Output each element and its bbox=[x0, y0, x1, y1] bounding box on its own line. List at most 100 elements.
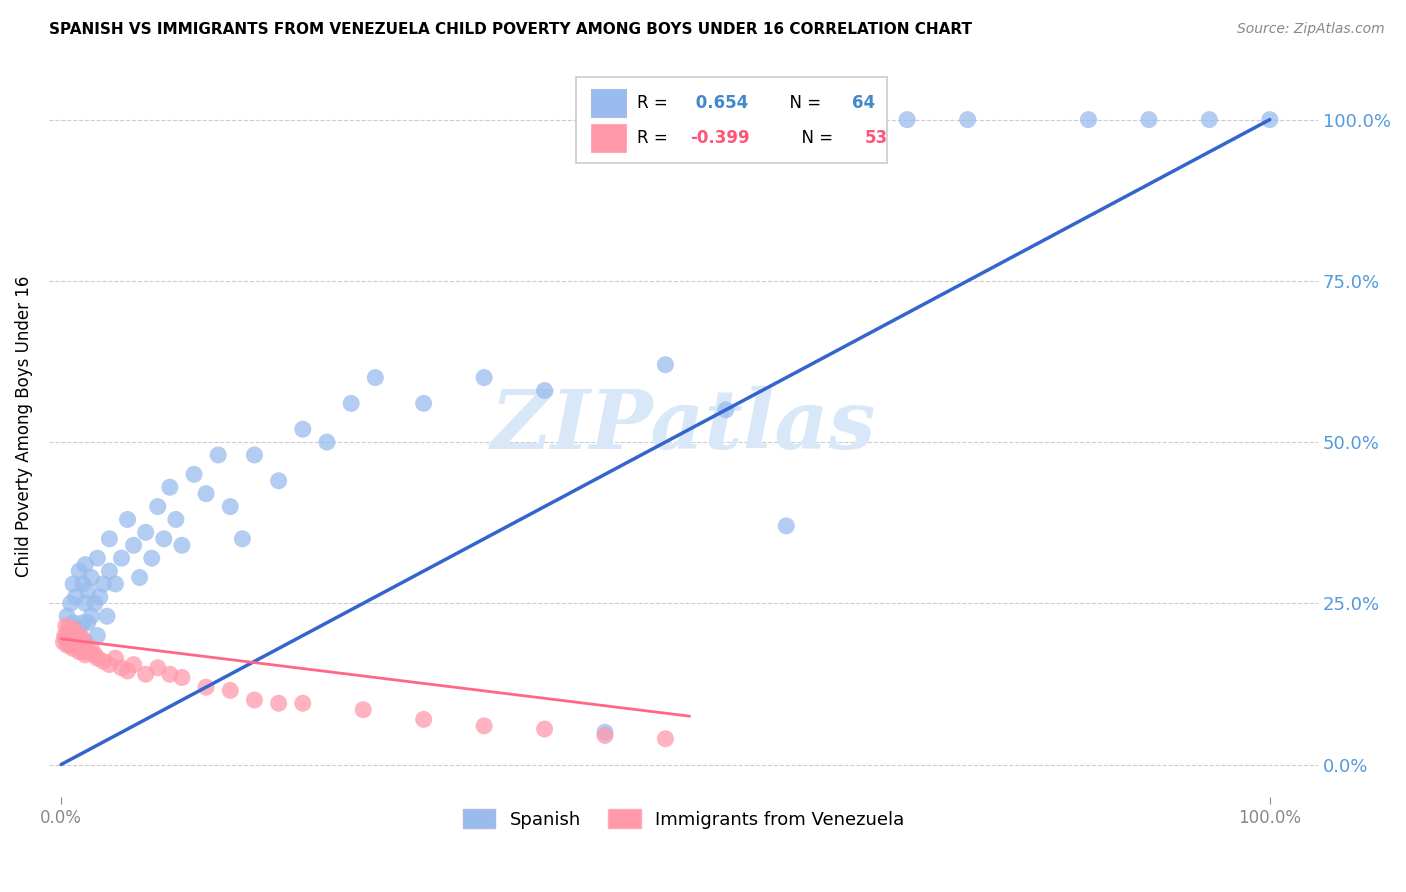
Point bbox=[714, 402, 737, 417]
Point bbox=[243, 693, 266, 707]
Point bbox=[60, 635, 83, 649]
Text: -0.399: -0.399 bbox=[690, 129, 749, 147]
Point bbox=[183, 467, 205, 482]
Point bbox=[412, 712, 434, 726]
Point bbox=[72, 615, 94, 630]
Point bbox=[62, 641, 84, 656]
Point bbox=[56, 629, 79, 643]
Point bbox=[67, 629, 90, 643]
Point bbox=[291, 422, 314, 436]
Point bbox=[110, 661, 132, 675]
FancyBboxPatch shape bbox=[591, 88, 627, 117]
Point bbox=[53, 629, 76, 643]
Point bbox=[65, 590, 87, 604]
Point bbox=[654, 358, 676, 372]
Point bbox=[1258, 112, 1281, 127]
Point bbox=[316, 435, 339, 450]
Point bbox=[59, 596, 82, 610]
Point bbox=[58, 635, 80, 649]
Point bbox=[533, 384, 555, 398]
Point bbox=[86, 629, 108, 643]
Y-axis label: Child Poverty Among Boys Under 16: Child Poverty Among Boys Under 16 bbox=[15, 276, 32, 576]
Point bbox=[654, 731, 676, 746]
Text: N =: N = bbox=[792, 129, 839, 147]
Point bbox=[207, 448, 229, 462]
Point bbox=[340, 396, 363, 410]
Point bbox=[364, 370, 387, 384]
Point bbox=[98, 657, 121, 672]
Point bbox=[159, 480, 181, 494]
Point bbox=[72, 632, 94, 646]
Point bbox=[267, 474, 290, 488]
Point bbox=[98, 564, 121, 578]
Text: R =: R = bbox=[637, 129, 672, 147]
Point bbox=[58, 622, 80, 636]
Text: ZIPatlas: ZIPatlas bbox=[491, 386, 876, 466]
Point bbox=[146, 661, 169, 675]
Point bbox=[146, 500, 169, 514]
Point bbox=[135, 667, 157, 681]
Point bbox=[69, 638, 91, 652]
Point bbox=[56, 629, 79, 643]
Point bbox=[52, 635, 75, 649]
Point bbox=[65, 629, 87, 643]
Point bbox=[291, 696, 314, 710]
Point bbox=[75, 648, 97, 662]
Point bbox=[159, 667, 181, 681]
Point bbox=[170, 538, 193, 552]
Point bbox=[75, 638, 97, 652]
Point bbox=[1077, 112, 1099, 127]
Point bbox=[110, 551, 132, 566]
Point bbox=[80, 641, 103, 656]
Point bbox=[86, 651, 108, 665]
Point bbox=[104, 651, 127, 665]
Point bbox=[472, 370, 495, 384]
Point bbox=[62, 622, 84, 636]
Point bbox=[80, 570, 103, 584]
Point bbox=[243, 448, 266, 462]
Point bbox=[66, 632, 89, 646]
Point bbox=[117, 664, 139, 678]
Point bbox=[65, 629, 87, 643]
Point bbox=[1137, 112, 1160, 127]
Point bbox=[76, 615, 98, 630]
Point bbox=[59, 629, 82, 643]
Text: Source: ZipAtlas.com: Source: ZipAtlas.com bbox=[1237, 22, 1385, 37]
Point bbox=[775, 519, 797, 533]
Point bbox=[67, 564, 90, 578]
Point bbox=[86, 551, 108, 566]
Point bbox=[412, 396, 434, 410]
FancyBboxPatch shape bbox=[591, 124, 627, 153]
Point bbox=[67, 622, 90, 636]
Point bbox=[75, 635, 97, 649]
Point bbox=[76, 583, 98, 598]
Point bbox=[122, 538, 145, 552]
Point bbox=[267, 696, 290, 710]
Point bbox=[56, 638, 79, 652]
Point bbox=[59, 638, 82, 652]
Point bbox=[352, 703, 374, 717]
Point bbox=[75, 558, 97, 572]
Point bbox=[593, 725, 616, 739]
Point bbox=[58, 632, 80, 646]
Point bbox=[93, 577, 115, 591]
Point bbox=[59, 622, 82, 636]
Point bbox=[62, 615, 84, 630]
Point bbox=[67, 645, 90, 659]
Point bbox=[96, 609, 118, 624]
Point bbox=[76, 645, 98, 659]
Text: 64: 64 bbox=[852, 94, 876, 112]
Point bbox=[72, 577, 94, 591]
Point bbox=[75, 596, 97, 610]
Point bbox=[135, 525, 157, 540]
Point bbox=[65, 638, 87, 652]
Point bbox=[66, 635, 89, 649]
Text: 0.654: 0.654 bbox=[690, 94, 748, 112]
Point bbox=[219, 500, 242, 514]
Point bbox=[153, 532, 176, 546]
Point bbox=[593, 729, 616, 743]
Point bbox=[122, 657, 145, 672]
Point bbox=[80, 609, 103, 624]
Point bbox=[117, 512, 139, 526]
Point bbox=[104, 577, 127, 591]
